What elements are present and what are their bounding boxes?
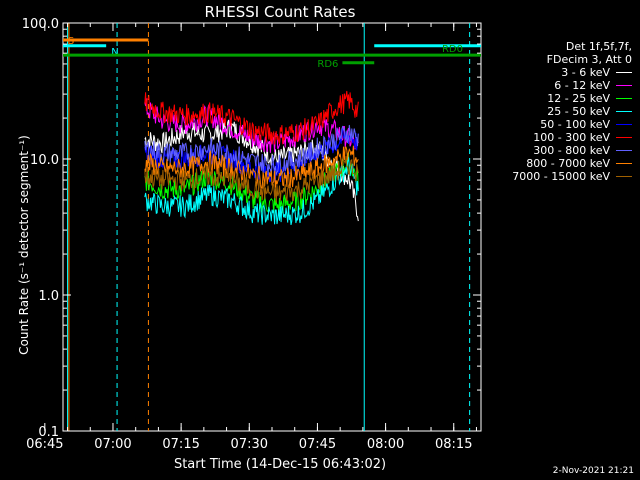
legend-swatch — [616, 176, 632, 177]
legend-entry: 100 - 300 keV — [470, 131, 632, 144]
y-axis-label: Count Rate (s⁻¹ detector segment⁻¹) — [17, 135, 31, 355]
vertical-marker-lines — [67, 23, 471, 431]
x-tick-label: 06:45 — [26, 437, 63, 452]
x-axis-label: Start Time (14-Dec-15 06:43:02) — [174, 457, 386, 472]
y-tick-label: 10.0 — [30, 153, 59, 168]
legend-entry-label: 300 - 800 keV — [533, 144, 610, 157]
chart-legend: Det 1f,5f,7f, FDecim 3, Att 0 3 - 6 keV 6… — [470, 40, 632, 183]
series-line — [144, 127, 359, 183]
legend-entry-label: 7000 - 15000 keV — [512, 170, 610, 183]
legend-entry: 12 - 25 keV — [470, 92, 632, 105]
annotation-label: N — [111, 47, 118, 58]
legend-entry-label: 3 - 6 keV — [561, 66, 610, 79]
y-tick-label: 100.0 — [22, 17, 59, 32]
x-tick-label: 07:30 — [231, 437, 268, 452]
legend-entry: 50 - 100 keV — [470, 118, 632, 131]
annotation-label: RD0 — [442, 44, 463, 55]
legend-entry-label: 100 - 300 keV — [533, 131, 610, 144]
legend-swatch — [616, 98, 632, 99]
legend-entry-label: 6 - 12 keV — [554, 79, 610, 92]
x-axis-ticks: 06:45 07:00 07:15 07:30 07:45 08:00 08:15 — [26, 23, 477, 452]
series-lines — [144, 90, 359, 226]
legend-swatch — [616, 163, 632, 164]
x-tick-label: 08:00 — [367, 437, 404, 452]
legend-entry-label: 50 - 100 keV — [540, 118, 610, 131]
series-line — [144, 90, 359, 145]
legend-entry-label: 12 - 25 keV — [547, 92, 610, 105]
series-line — [144, 124, 359, 176]
series-line — [144, 156, 359, 226]
legend-entry: 300 - 800 keV — [470, 144, 632, 157]
legend-entry: 6 - 12 keV — [470, 79, 632, 92]
legend-header-line-1: Det 1f,5f,7f, — [565, 40, 632, 53]
plot-border — [62, 22, 482, 432]
y-axis-ticks: 0.1 1.0 10.0 100.0 — [22, 17, 481, 440]
y-tick-label: 1.0 — [38, 289, 59, 304]
legend-entry: 7000 - 15000 keV — [470, 170, 632, 183]
x-tick-label: 08:15 — [435, 437, 472, 452]
y-tick-label: 0.1 — [38, 425, 59, 440]
annotation-label: RD6 — [317, 59, 338, 70]
legend-header-line-2: FDecim 3, Att 0 — [546, 53, 632, 66]
generation-timestamp: 2-Nov-2021 21:21 — [552, 466, 634, 476]
series-line — [144, 156, 359, 203]
legend-entry: 800 - 7000 keV — [470, 157, 632, 170]
legend-swatch — [616, 72, 632, 73]
x-tick-label: 07:45 — [299, 437, 336, 452]
x-tick-label: 07:00 — [94, 437, 131, 452]
legend-entry-label: 25 - 50 keV — [547, 105, 610, 118]
attenuator-annotations: S N RD0 RD6 — [63, 36, 481, 70]
legend-swatch — [616, 150, 632, 151]
legend-entry-label: 800 - 7000 keV — [526, 157, 610, 170]
legend-entry: 3 - 6 keV — [470, 66, 632, 79]
legend-swatch — [616, 124, 632, 125]
legend-entry: 25 - 50 keV — [470, 105, 632, 118]
x-tick-label: 07:15 — [162, 437, 199, 452]
chart-title: RHESSI Count Rates — [205, 3, 356, 21]
annotation-label: S — [68, 36, 74, 47]
legend-swatch — [616, 85, 632, 86]
legend-swatch — [616, 111, 632, 112]
plot-frame — [62, 22, 482, 432]
legend-swatch — [616, 137, 632, 138]
